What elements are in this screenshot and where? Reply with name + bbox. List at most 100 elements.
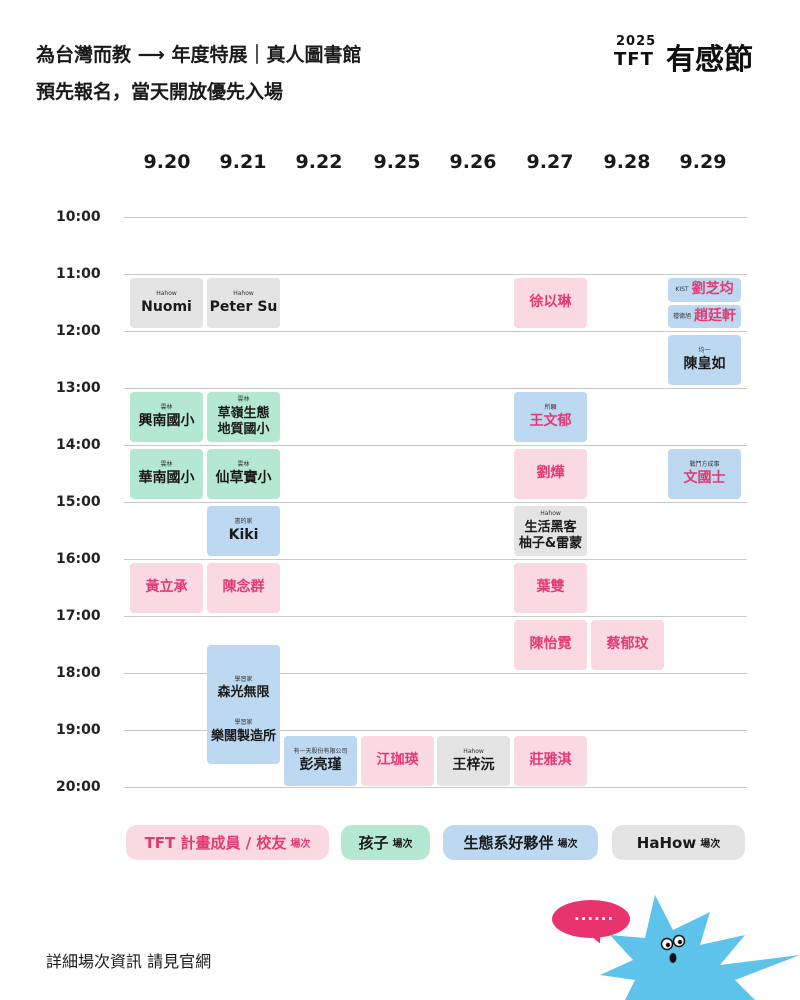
session-org: 戰鬥方成事 <box>689 460 720 468</box>
session-card[interactable]: 均一 陳皇如 <box>668 335 741 385</box>
hour-gridline <box>124 331 747 332</box>
page-subtitle: 預先報名，當天開放優先入場 <box>36 81 284 103</box>
session-card[interactable]: Hahow 生活黑客 柚子&雷蒙 <box>514 506 587 556</box>
legend-tft-members: TFT 計畫成員 / 校友 場次 <box>126 825 329 860</box>
session-speaker: 劉燁 <box>536 465 565 482</box>
session-card[interactable]: 所願 王文郁 <box>514 392 587 442</box>
session-card[interactable]: 戰鬥方成事 文國士 <box>668 449 741 499</box>
session-org: 有一天股份有限公司 <box>293 747 348 755</box>
session-org: Hahow <box>156 289 177 297</box>
session-org: 雲林 <box>160 403 173 411</box>
date-header: 9.26 <box>449 151 497 173</box>
session-speaker-line2: 地質國小 <box>217 421 270 437</box>
star-mascot-icon <box>600 895 800 1000</box>
session-speaker: 劉芝均 <box>691 281 734 298</box>
session-speaker: 莊雅淇 <box>529 752 572 769</box>
hour-gridline <box>124 730 747 731</box>
session-card[interactable]: 陳念群 <box>207 563 280 613</box>
session-org: 雲林 <box>237 460 250 468</box>
session-speaker: 生活黑客 <box>524 519 577 535</box>
session-card[interactable]: Hahow Peter Su <box>207 278 280 328</box>
session-card[interactable]: 徐以琳 <box>514 278 587 328</box>
session-card[interactable]: 莊雅淇 <box>514 736 587 786</box>
legend-label: 孩子 <box>358 834 389 852</box>
date-header: 9.21 <box>219 151 267 173</box>
session-speaker: 蔡郁玟 <box>606 636 649 653</box>
session-card[interactable]: 禮德旭 趙廷軒 <box>668 305 741 328</box>
hour-gridline <box>124 502 747 503</box>
hour-label: 17:00 <box>56 608 101 624</box>
hour-label: 20:00 <box>56 779 101 795</box>
hour-gridline <box>124 559 747 560</box>
hour-gridline <box>124 388 747 389</box>
session-speaker: 黃立承 <box>145 579 188 596</box>
session-speaker: 森光無限 <box>217 685 270 701</box>
session-speaker: 徐以琳 <box>529 294 572 311</box>
legend-kids: 孩子 場次 <box>341 825 430 860</box>
logo-tft: TFT <box>614 49 654 70</box>
hour-label: 19:00 <box>56 722 101 738</box>
session-org: 書的家 <box>234 517 253 525</box>
session-speaker-line2: 柚子&雷蒙 <box>518 535 583 551</box>
session-speaker: Kiki <box>228 527 259 543</box>
session-card[interactable]: 葉雙 <box>514 563 587 613</box>
session-speaker: 華南國小 <box>138 470 195 486</box>
footer-note: 詳細場次資訊 請見官網 <box>46 952 212 971</box>
date-header: 9.22 <box>295 151 343 173</box>
session-card[interactable]: 黃立承 <box>130 563 203 613</box>
session-speaker: Peter Su <box>209 299 278 315</box>
session-speaker: 草嶺生態 <box>217 405 270 421</box>
session-card[interactable]: 書的家 Kiki <box>207 506 280 556</box>
session-speaker: 樂闊製造所 <box>210 728 276 744</box>
hour-label: 15:00 <box>56 494 101 510</box>
session-org: 學習家 <box>234 675 253 683</box>
page-title: 為台灣而教 ⟶ 年度特展｜真人圖書館 <box>36 44 362 66</box>
legend-label: 生態系好夥伴 <box>463 834 554 852</box>
legend-suffix: 場次 <box>700 839 721 850</box>
session-card[interactable]: 雲林 草嶺生態 地質國小 <box>207 392 280 442</box>
session-speaker: 趙廷軒 <box>694 307 736 324</box>
tft-festival-logo: 2025 TFT 有感節 <box>614 34 774 76</box>
session-card[interactable]: 雲林 興南國小 <box>130 392 203 442</box>
hour-label: 13:00 <box>56 380 101 396</box>
session-card[interactable]: 陳怡霓 <box>514 620 587 670</box>
session-card[interactable]: 蔡郁玟 <box>591 620 664 670</box>
legend-suffix: 場次 <box>392 839 413 850</box>
session-speaker: 陳皇如 <box>683 356 726 372</box>
hour-label: 11:00 <box>56 266 101 282</box>
date-header: 9.27 <box>526 151 574 173</box>
session-org: Hahow <box>463 747 484 755</box>
date-header: 9.29 <box>679 151 727 173</box>
session-speaker: 葉雙 <box>536 579 565 596</box>
session-org: KIST <box>675 286 689 294</box>
session-org: 學習家 <box>234 719 253 727</box>
session-speaker: 陳怡霓 <box>529 636 572 653</box>
session-speaker: 文國士 <box>683 470 726 486</box>
session-card[interactable]: 雲林 仙草實小 <box>207 449 280 499</box>
legend-partners: 生態系好夥伴 場次 <box>443 825 598 860</box>
hour-gridline <box>124 217 747 218</box>
hour-gridline <box>124 445 747 446</box>
session-card[interactable]: 江珈瑛 <box>361 736 434 786</box>
session-speaker: 王梓沅 <box>452 757 495 773</box>
session-card[interactable]: 有一天股份有限公司 彭亮瑾 <box>284 736 357 786</box>
legend-suffix: 場次 <box>290 839 311 850</box>
session-speaker: 仙草實小 <box>215 470 272 486</box>
session-card[interactable]: 劉燁 <box>514 449 587 499</box>
session-org: Hahow <box>540 510 561 517</box>
session-card[interactable]: Hahow Nuomi <box>130 278 203 328</box>
session-speaker: 陳念群 <box>222 579 265 596</box>
logo-year: 2025 <box>616 34 657 49</box>
hour-gridline <box>124 616 747 617</box>
session-card[interactable]: 學習家 森光無限 學習家 樂闊製造所 <box>207 645 280 764</box>
session-card[interactable]: KIST 劉芝均 <box>668 278 741 302</box>
session-org: Hahow <box>233 289 254 297</box>
legend-hahow: HaHow 場次 <box>612 825 745 860</box>
session-org: 雲林 <box>160 460 173 468</box>
session-card[interactable]: 雲林 華南國小 <box>130 449 203 499</box>
hour-label: 12:00 <box>56 323 101 339</box>
hour-gridline <box>124 787 747 788</box>
legend-suffix: 場次 <box>557 839 578 850</box>
hour-gridline <box>124 673 747 674</box>
session-card[interactable]: Hahow 王梓沅 <box>437 736 510 786</box>
